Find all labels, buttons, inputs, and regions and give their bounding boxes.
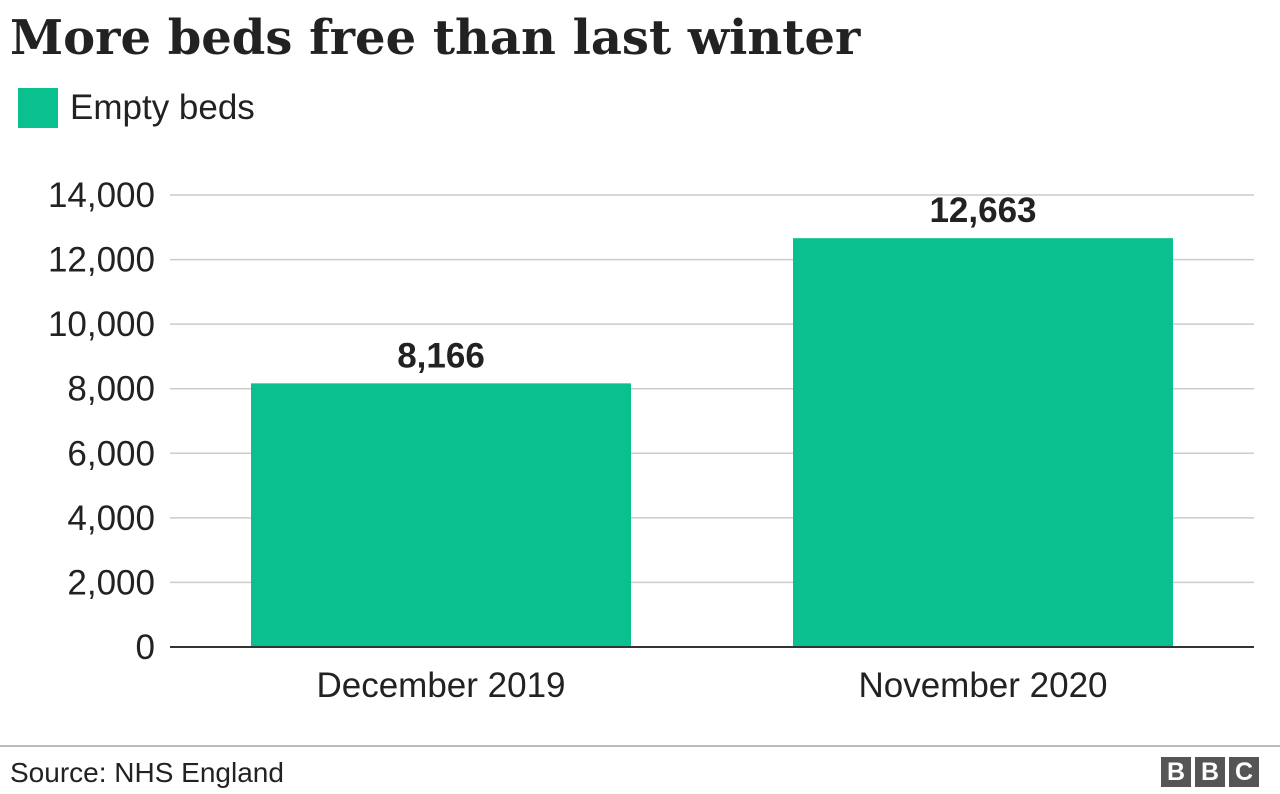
footer-divider [0,745,1280,747]
bbc-logo-letter-2: B [1195,757,1225,787]
legend-label: Empty beds [70,88,255,127]
bbc-logo-letter-1: B [1161,757,1191,787]
y-tick-label: 2,000 [67,563,155,602]
y-tick-label: 14,000 [48,176,155,215]
chart-title: More beds free than last winter [10,10,861,66]
y-tick-label: 6,000 [67,434,155,473]
bar-value-label: 12,663 [929,191,1036,230]
bbc-logo-icon: B B C [1161,757,1259,787]
bar [793,238,1173,647]
y-tick-label: 12,000 [48,241,155,280]
bar-chart: 0 2,000 4,000 6,000 8,000 10,000 12,000 14,000 8… [48,176,1254,705]
y-tick-label: 10,000 [48,305,155,344]
x-tick-label: November 2020 [858,666,1107,705]
bar [251,383,631,647]
legend-swatch [18,88,58,128]
y-tick-label: 8,000 [67,370,155,409]
y-tick-label: 4,000 [67,499,155,538]
legend: Empty beds [18,88,255,128]
bbc-logo-letter-3: C [1229,757,1259,787]
y-tick-label: 0 [136,628,155,667]
source-note: Source: NHS England [10,757,284,788]
bar-value-label: 8,166 [397,336,485,375]
x-tick-label: December 2019 [316,666,565,705]
